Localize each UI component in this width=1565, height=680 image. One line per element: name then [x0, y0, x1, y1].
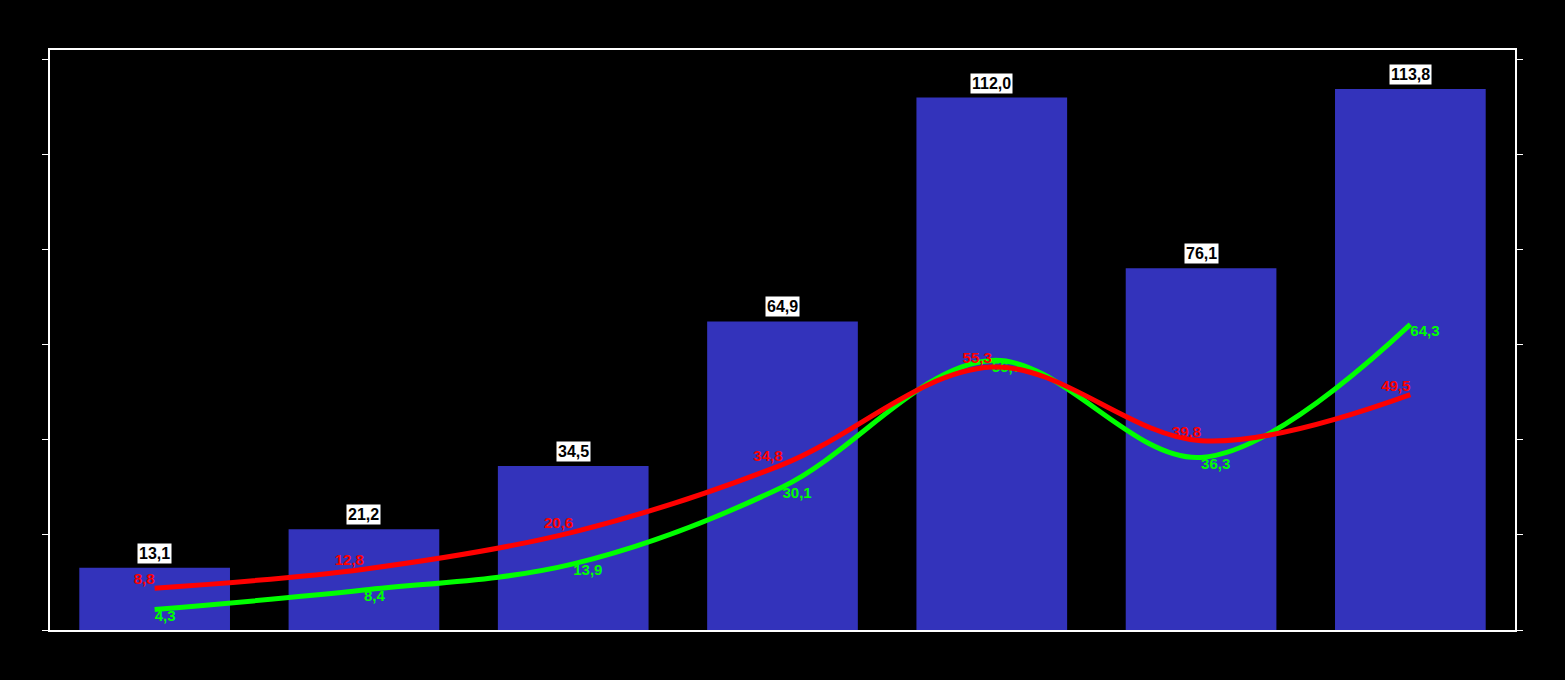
- svg-text:8,8: 8,8: [134, 570, 155, 587]
- svg-text:21,2: 21,2: [348, 506, 379, 523]
- svg-text:13,1: 13,1: [139, 545, 170, 562]
- svg-text:39,8: 39,8: [1172, 423, 1201, 440]
- svg-text:34,5: 34,5: [558, 443, 589, 460]
- svg-text:64,3: 64,3: [1410, 322, 1439, 339]
- svg-text:13,9: 13,9: [573, 561, 602, 578]
- svg-text:34,8: 34,8: [753, 447, 782, 464]
- svg-text:112,0: 112,0: [972, 75, 1011, 92]
- svg-text:4,3: 4,3: [155, 607, 176, 624]
- svg-text:76,1: 76,1: [1186, 245, 1217, 262]
- svg-text:64,9: 64,9: [767, 298, 798, 315]
- svg-text:113,8: 113,8: [1391, 66, 1430, 83]
- svg-text:20,6: 20,6: [544, 514, 573, 531]
- svg-text:30,1: 30,1: [783, 484, 812, 501]
- svg-text:56,7: 56,7: [992, 358, 1021, 375]
- svg-text:55,3: 55,3: [963, 349, 992, 366]
- svg-text:12,8: 12,8: [335, 551, 364, 568]
- svg-text:8,4: 8,4: [364, 587, 386, 604]
- svg-text:36,3: 36,3: [1201, 455, 1230, 472]
- svg-text:49,5: 49,5: [1381, 377, 1410, 394]
